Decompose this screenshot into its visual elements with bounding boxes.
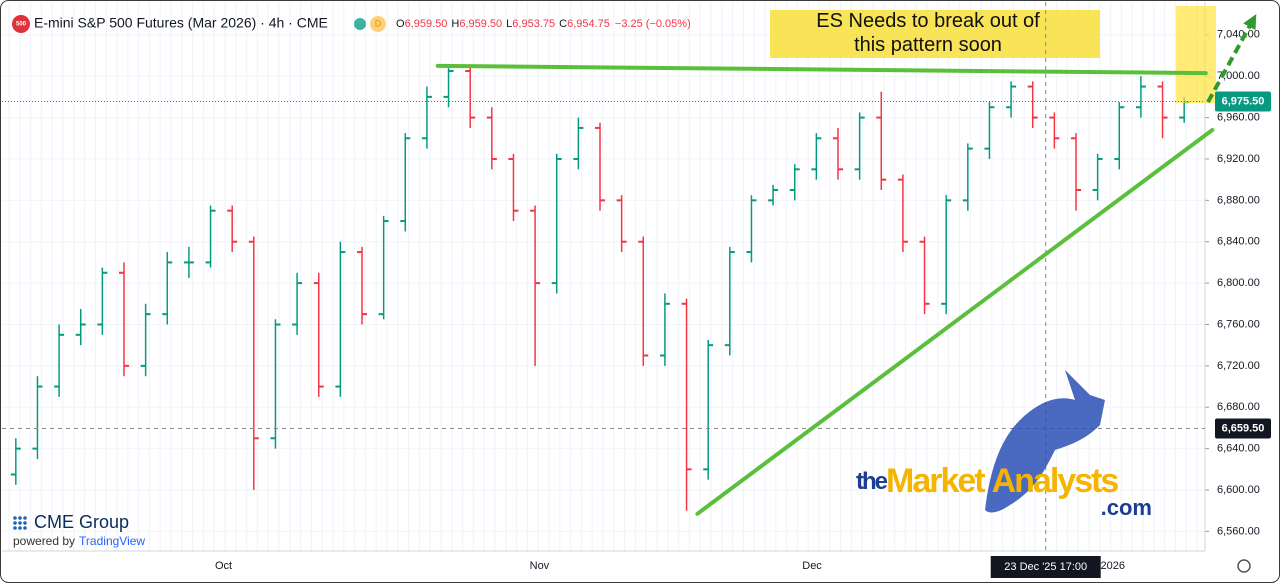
y-tick-label: 6,760.00 <box>1217 318 1260 330</box>
ohlc-value: 6,954.75 <box>567 18 610 30</box>
y-tick-label: 7,000.00 <box>1217 70 1260 82</box>
grid <box>2 2 1205 551</box>
site-logo: theMarket Analysts <box>856 462 1118 500</box>
cme-dot <box>18 516 22 520</box>
x-tick-label: Oct <box>215 560 232 572</box>
bull-logo <box>985 370 1105 513</box>
last-price-bg <box>1215 91 1271 112</box>
annotation-line: this pattern soon <box>854 34 1002 56</box>
platform: TradingView <box>79 534 145 548</box>
x-tick-label: 2026 <box>1101 560 1125 572</box>
projection-arrow <box>1206 18 1256 104</box>
cme-dot <box>13 521 17 525</box>
ohlc-value: 6,959.50 <box>405 18 448 30</box>
cme-dot <box>13 516 17 520</box>
highlight-zone <box>1176 6 1216 103</box>
trendline <box>435 63 1208 76</box>
y-tick-label: 6,800.00 <box>1217 277 1260 289</box>
ohlc-value: 6,953.75 <box>512 18 555 30</box>
annotation-line: ES Needs to break out of <box>816 10 1040 32</box>
annotation-box <box>770 10 1100 58</box>
last-price: 6,975.50 <box>1222 95 1265 107</box>
site-com: .com <box>1101 495 1152 520</box>
x-tick-label: Nov <box>530 560 550 572</box>
crosshair-price: 6,659.50 <box>1222 422 1265 434</box>
site-the: the <box>856 468 888 495</box>
site-analysts: Analysts <box>992 462 1119 500</box>
cme-dot <box>23 516 27 520</box>
x-tick-label: Dec <box>802 560 822 572</box>
ohlc-label: L <box>506 18 512 30</box>
annotation: ES Needs to break out of this pattern soo… <box>816 10 1040 56</box>
settings-icon[interactable] <box>1237 559 1251 573</box>
overlay: 6,560.00 6,600.00 6,640.00 6,680.00 6,720.00… <box>2 2 1271 578</box>
y-tick-label: 6,560.00 <box>1217 525 1260 537</box>
y-tick-label: 6,640.00 <box>1217 443 1260 455</box>
y-tick-label: 6,720.00 <box>1217 360 1260 372</box>
cme-dot <box>23 521 27 525</box>
y-tick-label: 6,840.00 <box>1217 236 1260 248</box>
cme-dot <box>23 526 27 530</box>
status-dot <box>354 18 366 30</box>
chart-title: E-mini S&P 500 Futures (Mar 2026) · 4h ·… <box>34 15 328 31</box>
crosshair-time-bg <box>990 556 1101 578</box>
ohlc-label: O <box>396 18 405 30</box>
plot <box>10 65 1190 511</box>
cme-logo: CME Group <box>34 512 129 532</box>
interval-badge-bg <box>370 16 386 32</box>
cme-dot <box>13 526 17 530</box>
y-tick-label: 7,040.00 <box>1217 29 1260 41</box>
ohlc-value: 6,959.50 <box>459 18 502 30</box>
ohlc-label: H <box>451 18 459 30</box>
arrow-head <box>1243 14 1257 31</box>
y-tick-label: 6,920.00 <box>1217 153 1260 165</box>
powered-by: powered by TradingView <box>13 534 145 548</box>
cme-dot <box>18 521 22 525</box>
interval-badge: D <box>375 18 382 28</box>
symbol-badge-bg <box>12 15 30 33</box>
trendline <box>695 128 1215 516</box>
crosshair-price-bg <box>1215 418 1271 439</box>
y-tick-label: 6,880.00 <box>1217 194 1260 206</box>
site-market: Market <box>886 462 985 500</box>
ohlc-change: −3.25 (−0.05%) <box>615 18 691 30</box>
y-tick-label: 6,960.00 <box>1217 111 1260 123</box>
ohlc-header: O6,959.50 H6,959.50 L6,953.75 C6,954.75 −3.2… <box>396 18 691 30</box>
y-tick-label: 6,600.00 <box>1217 484 1260 496</box>
y-tick-label: 6,680.00 <box>1217 401 1260 413</box>
ohlc-label: C <box>559 18 567 30</box>
crosshair-time: 23 Dec '25 17:00 <box>1004 561 1087 573</box>
powered: powered by <box>13 534 75 548</box>
symbol-badge: 500 <box>16 22 27 28</box>
cme-dot <box>18 526 22 530</box>
